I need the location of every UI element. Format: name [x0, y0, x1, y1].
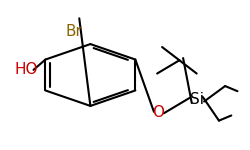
Text: HO: HO	[15, 62, 38, 77]
Text: O: O	[152, 105, 164, 120]
Text: Si: Si	[190, 92, 204, 107]
Text: Br: Br	[66, 24, 83, 39]
